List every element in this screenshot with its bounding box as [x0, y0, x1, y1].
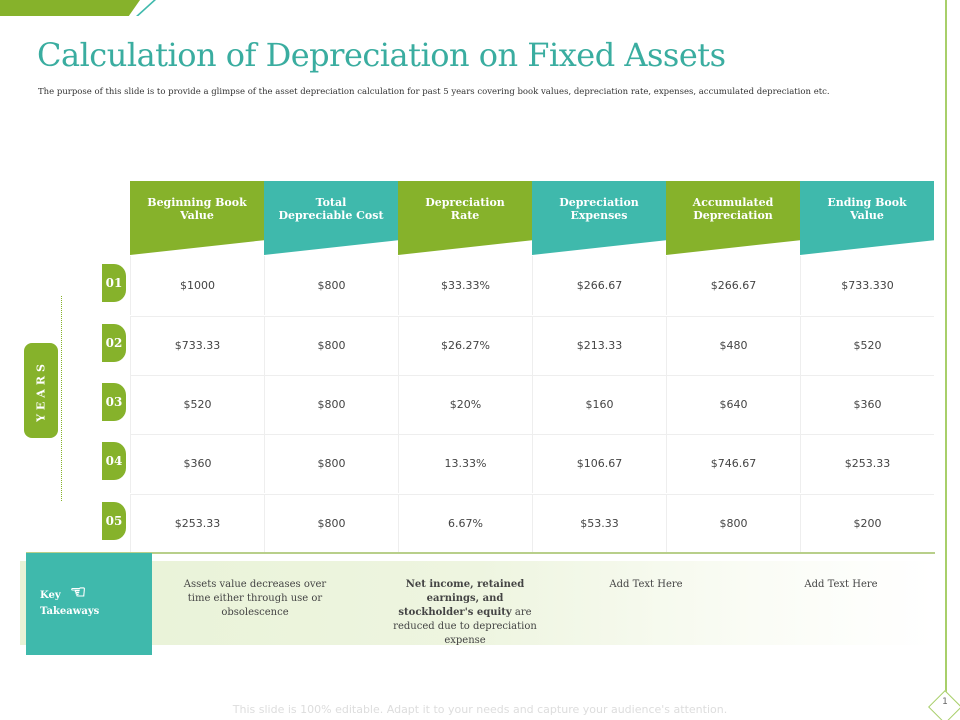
table-cell: $360	[800, 375, 934, 434]
table-cell: $26.27%	[398, 316, 532, 375]
years-text: YEARS	[34, 359, 48, 422]
page-title: Calculation of Depreciation on Fixed Ass…	[37, 36, 726, 74]
table-cell: $520	[130, 375, 264, 434]
column-header: Depreciation Expenses	[532, 181, 666, 255]
table-cell: $800	[264, 434, 398, 493]
table-cell: 13.33%	[398, 434, 532, 493]
table-cell: $800	[264, 256, 398, 315]
takeaway-4: Add Text Here	[804, 579, 878, 590]
takeaways-label: Takeaways	[40, 606, 100, 617]
takeaway-2: Net income, retained earnings, and stock…	[390, 578, 540, 648]
table-cell: $253.33	[130, 494, 264, 553]
table-cell: $160	[532, 375, 666, 434]
page-number: 1	[942, 697, 948, 707]
column-header: Depreciation Rate	[398, 181, 532, 255]
table-cell: $360	[130, 434, 264, 493]
table-cell: $800	[264, 316, 398, 375]
row-divider	[130, 494, 934, 495]
table-cell: $480	[666, 316, 800, 375]
table-cell: $520	[800, 316, 934, 375]
page-subtitle: The purpose of this slide is to provide …	[38, 87, 830, 97]
table-cell: $1000	[130, 256, 264, 315]
row-divider	[130, 434, 934, 435]
column-header: Total Depreciable Cost	[264, 181, 398, 255]
table-cell: $266.67	[666, 256, 800, 315]
dotted-divider	[61, 296, 62, 501]
table-cell: $253.33	[800, 434, 934, 493]
takeaway-3: Add Text Here	[609, 579, 683, 590]
row-divider	[130, 316, 934, 317]
year-tab: 04	[102, 442, 126, 480]
column-header: Ending Book Value	[800, 181, 934, 255]
table-cell: $800	[264, 375, 398, 434]
table-cell: $106.67	[532, 434, 666, 493]
table-cell: $733.33	[130, 316, 264, 375]
year-tab: 03	[102, 383, 126, 421]
handshake-icon: ☜	[70, 582, 87, 603]
table-cell: $733.330	[800, 256, 934, 315]
right-border-line	[945, 0, 947, 700]
takeaway-2-bold: Net income, retained earnings, and stock…	[398, 579, 525, 618]
table-bottom-line	[26, 552, 935, 554]
column-header: Accumulated Depreciation	[666, 181, 800, 255]
takeaways-band	[20, 561, 935, 645]
table-cell: $800	[264, 494, 398, 553]
key-label: Key	[40, 590, 61, 601]
top-accent-bar	[0, 0, 140, 16]
table-cell: $746.67	[666, 434, 800, 493]
table-cell: $800	[666, 494, 800, 553]
top-accent-stripe	[136, 0, 156, 16]
year-tab: 02	[102, 324, 126, 362]
footer-note: This slide is 100% editable. Adapt it to…	[232, 703, 728, 716]
column-header: Beginning Book Value	[130, 181, 264, 255]
table-cell: $20%	[398, 375, 532, 434]
table-cell: $213.33	[532, 316, 666, 375]
takeaway-2-rest: are reduced due to depreciation expense	[393, 607, 537, 646]
takeaway-1: Assets value decreases over time either …	[183, 579, 327, 618]
year-tab: 01	[102, 264, 126, 302]
row-divider	[130, 375, 934, 376]
table-cell: $53.33	[532, 494, 666, 553]
year-tab: 05	[102, 502, 126, 540]
key-takeaways-box: Key ☜ Takeaways	[26, 553, 152, 655]
table-cell: 6.67%	[398, 494, 532, 553]
table-cell: $640	[666, 375, 800, 434]
table-cell: $200	[800, 494, 934, 553]
table-cell: $266.67	[532, 256, 666, 315]
years-label: YEARS	[24, 343, 58, 438]
table-cell: $33.33%	[398, 256, 532, 315]
